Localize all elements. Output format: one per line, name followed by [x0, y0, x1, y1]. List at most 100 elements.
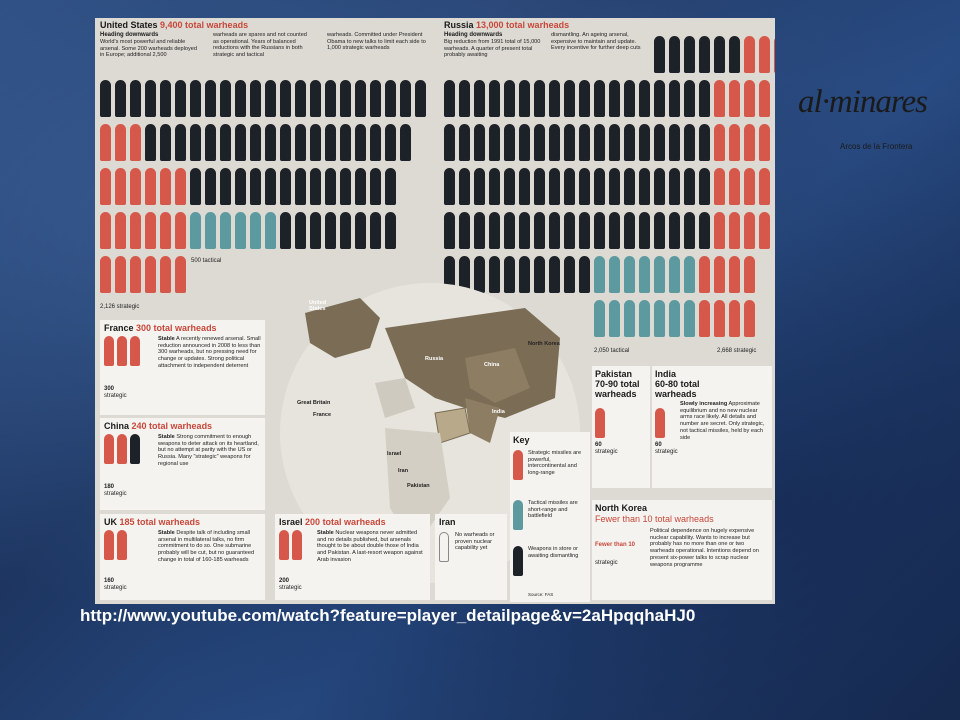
france-text: Stable A recently renewed arsenal. Small… — [158, 336, 262, 370]
russia-warhead — [564, 256, 575, 293]
india-description: Approximate equilibrium and no new nucle… — [680, 401, 765, 441]
map-label-nk: North Korea — [528, 341, 560, 347]
russia-warhead — [699, 36, 710, 73]
russia-warhead — [759, 80, 770, 117]
us-warhead — [175, 124, 186, 161]
us-warhead — [175, 256, 186, 293]
us-warhead — [370, 80, 381, 117]
us-warhead — [220, 212, 231, 249]
us-warhead — [355, 124, 366, 161]
russia-warhead — [444, 80, 455, 117]
russia-warhead — [669, 168, 680, 205]
russia-warhead — [519, 256, 530, 293]
map-india — [465, 398, 500, 443]
russia-warhead — [534, 124, 545, 161]
us-warhead — [130, 80, 141, 117]
france-bomb-2 — [117, 336, 127, 366]
russia-warhead — [609, 256, 620, 293]
us-warhead — [190, 80, 201, 117]
israel-heading: Israel 200 total warheads — [279, 517, 386, 527]
russia-warhead — [474, 80, 485, 117]
us-warhead — [115, 124, 126, 161]
us-warhead — [295, 168, 306, 205]
russia-warhead — [699, 212, 710, 249]
iran-text: No warheads or proven nuclear capability… — [455, 532, 495, 552]
iran-name: Iran — [439, 517, 456, 527]
us-warhead — [100, 256, 111, 293]
us-warhead — [355, 212, 366, 249]
us-warhead — [235, 212, 246, 249]
india-name: India — [655, 369, 677, 379]
russia-warhead — [564, 212, 575, 249]
uk-status: Stable — [158, 530, 175, 536]
us-tactical-label: 500 tactical — [191, 258, 222, 264]
us-warhead — [235, 124, 246, 161]
china-bomb-1 — [104, 434, 114, 464]
us-warhead — [160, 212, 171, 249]
us-warhead — [100, 168, 111, 205]
israel-count: 200 — [279, 578, 290, 584]
us-warhead — [205, 124, 216, 161]
russia-warhead — [654, 124, 665, 161]
israel-status: Stable — [317, 530, 334, 536]
russia-text-1: Big reduction from 1991 total of 15,000 … — [444, 39, 541, 59]
us-warhead — [100, 80, 111, 117]
france-panel: France 300 total warheads 300 strategic … — [100, 320, 265, 415]
us-warhead — [265, 124, 276, 161]
russia-warhead — [504, 256, 515, 293]
us-warhead — [385, 80, 396, 117]
us-warhead — [385, 168, 396, 205]
us-warhead — [385, 124, 396, 161]
video-link[interactable]: http://www.youtube.com/watch?feature=pla… — [80, 606, 696, 625]
pakistan-bomb — [595, 408, 605, 438]
russia-warhead — [624, 168, 635, 205]
nk-count: Fewer than 10 — [595, 542, 636, 548]
china-heading: China 240 total warheads — [104, 421, 212, 431]
map-label-pakistan: Pakistan — [407, 483, 430, 489]
russia-warhead — [759, 36, 770, 73]
us-strategic-label: 2,126 strategic — [100, 304, 140, 310]
france-total: 300 total warheads — [136, 323, 217, 333]
us-warhead — [175, 212, 186, 249]
us-warhead — [220, 168, 231, 205]
us-warhead — [325, 168, 336, 205]
russia-warhead — [594, 212, 605, 249]
us-warhead — [130, 256, 141, 293]
russia-warhead — [699, 300, 710, 337]
russia-warhead — [714, 300, 725, 337]
us-warhead — [310, 80, 321, 117]
russia-warhead — [714, 36, 725, 73]
us-text-2: warheads are spares and not counted as o… — [213, 32, 307, 59]
france-count: 300 — [104, 386, 115, 392]
us-warhead — [220, 124, 231, 161]
logo-text: al·minares — [797, 84, 928, 120]
russia-warhead — [729, 80, 740, 117]
russia-warhead — [444, 212, 455, 249]
us-warhead — [115, 256, 126, 293]
russia-warhead — [624, 124, 635, 161]
us-warhead — [145, 212, 156, 249]
russia-warhead — [564, 124, 575, 161]
china-text: Stable Strong commitment to enough weapo… — [158, 434, 262, 468]
russia-warhead — [549, 168, 560, 205]
russia-warhead — [459, 124, 470, 161]
russia-warhead — [549, 256, 560, 293]
uk-text: Stable Despite talk of including small a… — [158, 530, 262, 564]
map-label-russia: Russia — [425, 356, 444, 362]
russia-warhead — [504, 80, 515, 117]
us-warhead — [145, 256, 156, 293]
us-warhead — [160, 124, 171, 161]
russia-warhead — [714, 124, 725, 161]
us-heading: United States 9,400 total warheads — [100, 20, 248, 30]
russia-warhead — [654, 80, 665, 117]
logo-subtitle: Arcos de la Frontera — [840, 142, 913, 151]
russia-warhead — [669, 256, 680, 293]
us-warhead — [295, 80, 306, 117]
russia-warhead — [594, 300, 605, 337]
russia-warhead — [534, 80, 545, 117]
pakistan-count-label: strategic — [595, 449, 618, 455]
us-warhead — [145, 124, 156, 161]
russia-warhead — [549, 212, 560, 249]
russia-warhead — [714, 80, 725, 117]
russia-warhead — [624, 212, 635, 249]
